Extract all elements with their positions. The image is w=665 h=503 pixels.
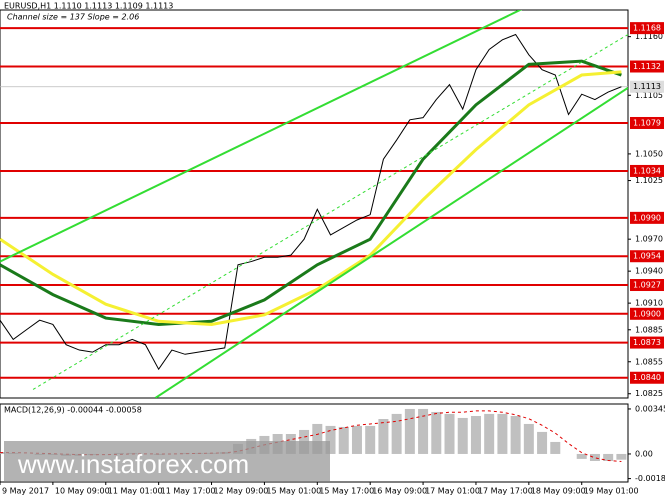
- y-tick-label: 1.1105: [635, 91, 663, 100]
- level-tag: [630, 60, 664, 73]
- macd-tick-label: 0.00: [635, 449, 653, 458]
- level-label: 1.0990: [633, 213, 661, 222]
- y-tick-label: 1.0825: [635, 389, 663, 398]
- macd-bar: [589, 453, 600, 461]
- level-label: 1.1132: [633, 62, 661, 71]
- macd-bar: [312, 423, 323, 454]
- x-tick-label: 17 May 01:00: [425, 487, 480, 496]
- macd-bar: [431, 411, 442, 454]
- y-tick-label: 1.0940: [635, 267, 663, 276]
- level-tag: [630, 164, 664, 177]
- macd-bar: [351, 425, 362, 454]
- last-price-label: 1.1113: [633, 82, 661, 91]
- y-tick-label: 1.1025: [635, 176, 663, 185]
- level-label: 1.0873: [633, 338, 661, 347]
- macd-title: MACD(12,26,9) -0.00044 -0.00058: [4, 406, 142, 415]
- macd-bar: [576, 453, 587, 459]
- macd-bar: [550, 441, 561, 454]
- level-tag: [630, 116, 664, 129]
- x-tick-label: 10 May 09:00: [55, 487, 110, 496]
- series-line: [154, 86, 628, 398]
- y-tick-label: 1.0970: [635, 235, 663, 244]
- x-tick-label: 15 May 01:00: [266, 487, 321, 496]
- level-tag: [630, 336, 664, 349]
- macd-bar: [391, 413, 402, 454]
- macd-bar: [365, 425, 376, 454]
- macd-panel: [0, 403, 629, 483]
- level-tag: [630, 22, 664, 35]
- watermark-box: [4, 441, 330, 481]
- x-tick-label: 9 May 2017: [2, 487, 49, 496]
- main-plot: [0, 10, 628, 398]
- level-label: 1.0840: [633, 373, 661, 382]
- level-tag: [630, 307, 664, 320]
- macd-bar: [418, 408, 429, 454]
- macd-bar: [404, 408, 415, 454]
- y-tick-label: 1.0910: [635, 299, 663, 308]
- macd-bar: [537, 431, 548, 454]
- y-tick-label: 1.1050: [635, 149, 663, 158]
- level-tag: [630, 279, 664, 292]
- x-tick-label: 16 May 09:00: [372, 487, 427, 496]
- level-label: 1.1168: [633, 24, 661, 33]
- series-line: [0, 33, 622, 371]
- macd-bar: [603, 453, 614, 461]
- y-tick-label: 1.0855: [635, 357, 663, 366]
- axes: 1.1160 1.1105 1.1050 1.1025 1.0970 1.0940 1.09…: [0, 22, 665, 496]
- main-panel: [0, 9, 629, 399]
- x-tick-label: 15 May 17:00: [319, 487, 374, 496]
- macd-bar: [497, 413, 508, 454]
- macd-bar: [484, 413, 495, 454]
- x-tick-label: 19 May 01:00: [584, 487, 639, 496]
- level-label: 1.1079: [633, 118, 661, 127]
- macd-bar: [378, 419, 389, 454]
- series-line: [0, 59, 622, 326]
- x-tick-label: 11 May 17:00: [161, 487, 216, 496]
- level-label: 1.1034: [633, 166, 661, 175]
- series-line: [0, 70, 622, 326]
- y-tick-label: 1.1160: [635, 32, 663, 41]
- macd-bar: [523, 423, 534, 454]
- series-line: [32, 34, 628, 390]
- x-tick-label: 17 May 17:00: [478, 487, 533, 496]
- x-tick-label: 18 May 09:00: [531, 487, 586, 496]
- watermark: www.instaforex.com: [17, 449, 249, 479]
- chart-subtitle: Channel size = 137 Slope = 2.06: [7, 13, 139, 22]
- macd-bar: [616, 453, 627, 460]
- macd-bar: [470, 416, 481, 454]
- level-tag: [630, 250, 664, 263]
- y-tick-label: 1.0885: [635, 325, 663, 334]
- level-label: 1.0927: [633, 281, 661, 290]
- macd-tick-label: -0.00189: [635, 474, 665, 483]
- x-tick-label: 12 May 09:00: [214, 487, 269, 496]
- macd-tick-label: 0.00345: [635, 404, 665, 413]
- macd-bar: [325, 425, 336, 454]
- level-tag: [630, 371, 664, 384]
- macd-bar: [457, 417, 468, 454]
- macd-bar: [510, 416, 521, 454]
- x-tick-label: 11 May 01:00: [108, 487, 163, 496]
- level-label: 1.0900: [633, 309, 661, 318]
- series-line: [0, 10, 523, 263]
- last-price-tag: [630, 80, 664, 93]
- macd-bar: [338, 426, 349, 454]
- level-tag: [630, 211, 664, 224]
- level-label: 1.0954: [633, 252, 661, 261]
- macd-bar: [444, 413, 455, 454]
- chart-title: EURUSD,H1 1.1110 1.1113 1.1109 1.1113: [4, 2, 173, 11]
